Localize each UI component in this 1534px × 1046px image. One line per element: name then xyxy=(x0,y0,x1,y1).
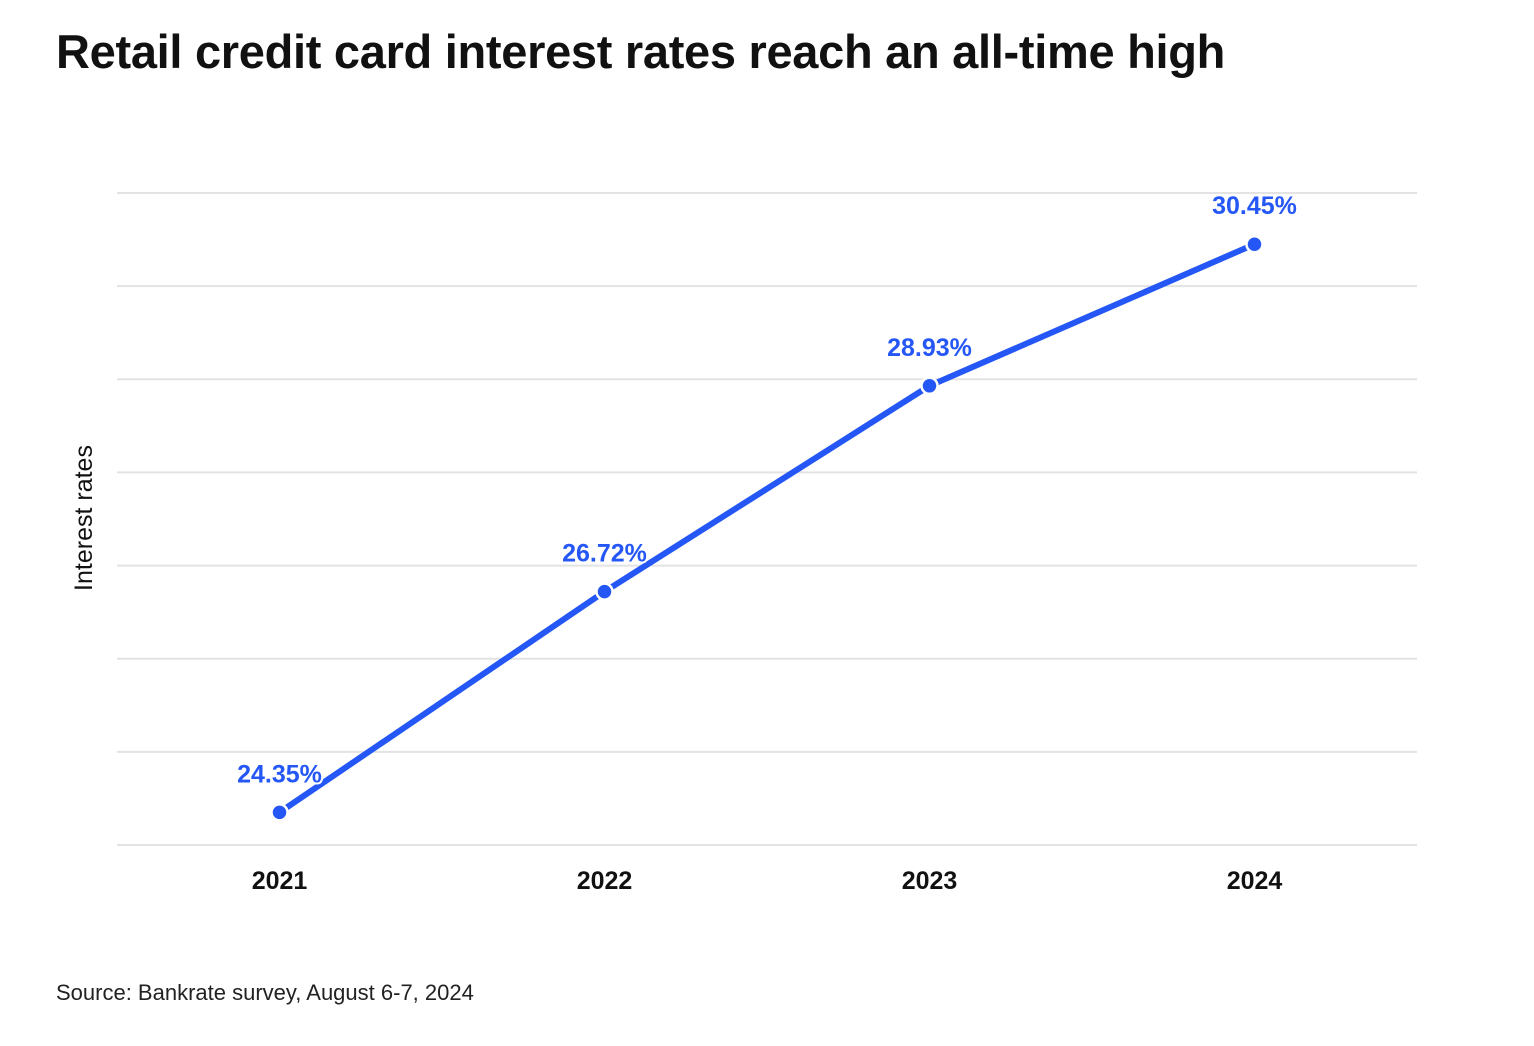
series-line xyxy=(276,241,1258,816)
data-label: 24.35% xyxy=(237,760,322,788)
x-tick-label: 2021 xyxy=(252,867,308,895)
data-point xyxy=(1245,234,1264,254)
data-points xyxy=(270,234,1264,822)
data-point xyxy=(595,582,614,601)
data-point xyxy=(270,803,289,822)
data-point xyxy=(920,376,939,396)
y-axis-label: Interest rates xyxy=(70,445,98,591)
data-label: 30.45% xyxy=(1212,192,1297,220)
data-labels: 24.35% 26.72% 28.93% 30.45% xyxy=(235,190,1299,790)
x-tick-label: 2023 xyxy=(902,867,958,895)
data-label: 26.72% xyxy=(562,540,647,568)
source-note: Source: Bankrate survey, August 6-7, 202… xyxy=(56,980,474,1005)
chart-title: Retail credit card interest rates reach … xyxy=(56,25,1226,78)
gridlines xyxy=(117,192,1417,846)
x-axis-ticks: 2021 2022 2023 2024 xyxy=(252,867,1283,895)
x-tick-label: 2022 xyxy=(577,867,633,895)
x-tick-label: 2024 xyxy=(1227,867,1283,895)
data-label: 28.93% xyxy=(887,334,972,362)
